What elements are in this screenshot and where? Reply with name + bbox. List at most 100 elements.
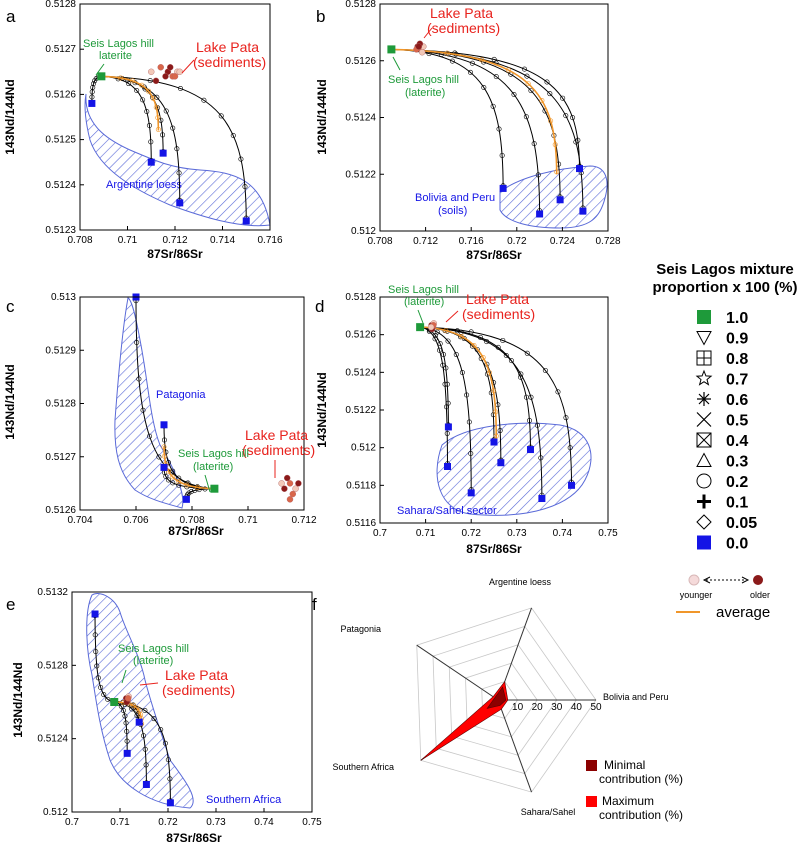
mixing-marker-b <box>499 152 505 158</box>
legend-item-0.05: 0.05 <box>696 514 757 532</box>
seis-lagos-arrow-b <box>392 56 401 71</box>
mixing-marker-e <box>167 776 173 782</box>
x-axis-label-d: 87Sr/86Sr <box>466 542 522 556</box>
lake-pata-sublabel-a: (sediments) <box>193 54 266 70</box>
triangle-up-icon <box>696 452 712 467</box>
mixing-marker-b <box>496 126 502 132</box>
lake-pata-label-c: Lake Pata <box>245 427 308 443</box>
endmember-square-a <box>242 217 250 225</box>
lake-pata-point-a <box>162 73 169 80</box>
region-label-c: Patagonia <box>156 389 206 401</box>
legend-item-label: 0.5 <box>726 413 748 430</box>
radar-axis-label-sahara: Sahara/Sahel <box>521 807 576 817</box>
mixing-marker-d <box>527 418 533 424</box>
endmember-square-b <box>536 210 544 218</box>
mixing-marker-a <box>148 139 154 145</box>
mixing-marker-d <box>500 337 506 343</box>
mixing-marker-b <box>493 74 499 80</box>
asterisk-icon <box>697 392 711 406</box>
x-tick-label-a: 0.712 <box>162 235 187 246</box>
x-tick-label-e: 0.75 <box>302 817 322 828</box>
mixing-marker-d <box>493 433 499 439</box>
mixing-marker-a <box>242 184 248 190</box>
endmember-square-d <box>568 481 576 489</box>
panel-letter-f: f <box>312 595 317 614</box>
radar-axis-label-southern-africa: Southern Africa <box>332 762 394 772</box>
seis-lagos-square-b <box>387 45 396 54</box>
blue-square-icon <box>697 535 711 550</box>
region-label-e: Southern Africa <box>206 794 282 806</box>
younger-marker <box>688 574 700 586</box>
panel-letter-d: d <box>315 297 324 316</box>
endmember-square-a <box>147 158 155 166</box>
endmember-square-a <box>176 199 184 207</box>
mixing-marker-d <box>459 370 465 376</box>
y-tick-label-e: 0.5132 <box>37 587 68 598</box>
region-label-d: Sahara/Sahel sector <box>397 505 497 517</box>
mixing-marker-a <box>230 133 236 139</box>
mixing-marker-d <box>468 329 474 335</box>
endmember-square-d <box>497 459 505 467</box>
mixing-marker-e <box>143 762 149 768</box>
mixing-marker-b <box>524 73 530 79</box>
star-icon <box>695 369 713 386</box>
mixing-marker-b <box>444 50 450 56</box>
square-plus-icon <box>696 350 712 366</box>
x-tick-label-d: 0.75 <box>598 528 618 539</box>
mixing-marker-a <box>178 85 184 91</box>
lake-pata-arrow-d <box>445 310 459 323</box>
mixing-marker-a <box>126 81 132 87</box>
legend-item-0.8: 0.8 <box>696 350 748 368</box>
mixing-marker-e <box>134 713 140 719</box>
cross-x-icon <box>696 412 712 427</box>
endmember-square-d <box>467 489 475 497</box>
mixing-marker-c <box>176 479 182 485</box>
plot-frame-e <box>71 591 313 813</box>
legend-item-label: 0.7 <box>726 372 748 389</box>
mixing-marker-b <box>570 115 576 121</box>
legend-swatch-min <box>586 760 597 771</box>
mixing-marker-e <box>101 692 107 698</box>
mixing-marker-a <box>176 170 182 176</box>
mixing-marker-a <box>141 84 147 90</box>
lake-pata-sublabel-d: (sediments) <box>462 306 535 322</box>
mixing-marker-a <box>130 78 136 84</box>
mixing-marker-b <box>505 67 511 73</box>
mixing-marker-a <box>155 115 161 121</box>
lake-pata-sublabel-e: (sediments) <box>162 682 235 698</box>
seis-lagos-square-a <box>97 72 106 81</box>
mixing-marker-d <box>441 351 447 357</box>
lake-pata-point-c <box>281 485 288 492</box>
mixing-marker-b <box>511 91 517 97</box>
y-tick-label-c: 0.5127 <box>45 452 76 463</box>
mixing-marker-e <box>124 738 130 744</box>
x-tick-label-b: 0.72 <box>507 236 527 247</box>
y-tick-label-d: 0.5126 <box>345 330 376 341</box>
data-points-c <box>132 293 302 503</box>
diamond-icon <box>696 514 712 530</box>
mixing-marker-d <box>445 338 451 344</box>
legend-item-label: 1.0 <box>726 310 748 327</box>
mixing-marker-c <box>170 480 176 486</box>
endmember-square-d <box>538 495 546 503</box>
endmember-square-b <box>556 196 564 204</box>
x-tick-label-a: 0.716 <box>257 235 282 246</box>
radar-tick-label: 40 <box>571 702 583 713</box>
region-label-a: Argentine loess <box>106 179 182 191</box>
legend-max-line2: contribution (%) <box>599 808 683 822</box>
seis-lagos-square-e <box>110 698 119 706</box>
x-axis-label-a: 87Sr/86Sr <box>147 247 203 261</box>
mixing-marker-d <box>484 339 490 345</box>
legend-item-label: 0.1 <box>726 495 748 512</box>
mixing-marker-e <box>151 716 157 722</box>
mixing-marker-d <box>444 430 450 436</box>
seis-lagos-sublabel-a: laterite <box>99 50 132 62</box>
x-tick-label-a: 0.714 <box>210 235 235 246</box>
y-tick-label-b: 0.5126 <box>345 56 376 67</box>
y-tick-label-e: 0.5128 <box>37 660 68 671</box>
average-curve-d <box>420 326 498 439</box>
mixing-marker-d <box>434 329 440 335</box>
mixing-marker-e <box>165 757 171 763</box>
square-x-icon <box>696 432 712 448</box>
